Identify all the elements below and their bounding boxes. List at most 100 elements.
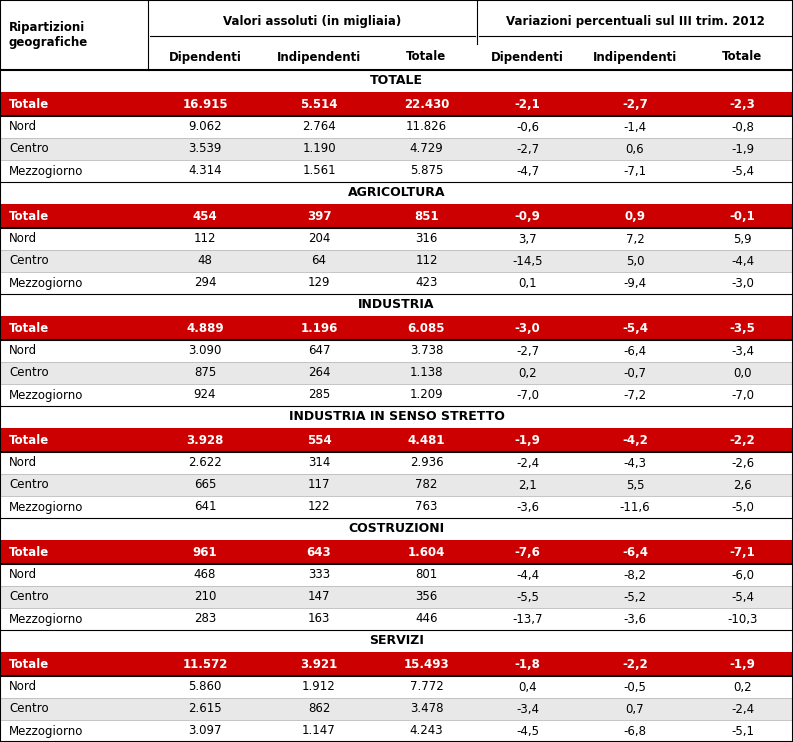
Bar	[0, 720, 793, 742]
Text: Variazioni percentuali sul III trim. 2012: Variazioni percentuali sul III trim. 201…	[506, 16, 764, 28]
Text: Totale: Totale	[9, 321, 49, 335]
Text: -0,7: -0,7	[623, 367, 646, 379]
Text: -2,6: -2,6	[731, 456, 754, 470]
Text: -0,1: -0,1	[730, 209, 756, 223]
Text: 875: 875	[193, 367, 216, 379]
Text: 862: 862	[308, 703, 330, 715]
Text: -3,4: -3,4	[516, 703, 539, 715]
Text: 554: 554	[307, 433, 331, 447]
Text: -2,1: -2,1	[515, 97, 540, 111]
Text: 117: 117	[308, 479, 330, 491]
Text: 283: 283	[193, 612, 216, 626]
Text: 7.772: 7.772	[410, 680, 443, 694]
Text: 0,4: 0,4	[518, 680, 537, 694]
Text: -5,4: -5,4	[622, 321, 648, 335]
Text: Totale: Totale	[722, 50, 763, 64]
Text: 924: 924	[193, 389, 216, 401]
Text: 210: 210	[193, 591, 216, 603]
Text: -6,4: -6,4	[622, 545, 648, 559]
Text: -1,4: -1,4	[623, 120, 646, 134]
Text: -9,4: -9,4	[623, 277, 646, 289]
Text: -1,9: -1,9	[515, 433, 541, 447]
Bar	[0, 384, 793, 406]
Bar	[0, 586, 793, 608]
Text: -4,7: -4,7	[516, 165, 539, 177]
Bar	[0, 70, 793, 92]
Text: 5.875: 5.875	[410, 165, 443, 177]
Text: -2,4: -2,4	[731, 703, 754, 715]
Text: Nord: Nord	[9, 568, 37, 582]
Text: 641: 641	[193, 501, 216, 513]
Text: 4.243: 4.243	[410, 724, 443, 738]
Text: Valori assoluti (in migliaia): Valori assoluti (in migliaia)	[224, 16, 401, 28]
Bar	[0, 362, 793, 384]
Bar	[0, 182, 793, 204]
Bar	[0, 474, 793, 496]
Text: -1,9: -1,9	[731, 142, 754, 156]
Text: 11.572: 11.572	[182, 657, 228, 671]
Text: 0,9: 0,9	[625, 209, 646, 223]
Text: -0,9: -0,9	[515, 209, 541, 223]
Text: Mezzogiorno: Mezzogiorno	[9, 277, 83, 289]
Text: -7,1: -7,1	[623, 165, 646, 177]
Bar	[0, 316, 793, 340]
Text: Totale: Totale	[9, 545, 49, 559]
Text: 9.062: 9.062	[188, 120, 222, 134]
Text: 4.481: 4.481	[408, 433, 445, 447]
Text: -11,6: -11,6	[619, 501, 650, 513]
Text: 423: 423	[416, 277, 438, 289]
Bar	[0, 44, 793, 70]
Text: 643: 643	[307, 545, 331, 559]
Bar	[0, 452, 793, 474]
Bar	[0, 0, 793, 44]
Text: 1.912: 1.912	[302, 680, 336, 694]
Text: -5,0: -5,0	[731, 501, 754, 513]
Text: -13,7: -13,7	[512, 612, 542, 626]
Text: 3.090: 3.090	[188, 344, 222, 358]
Text: -2,3: -2,3	[730, 97, 756, 111]
Text: 2.936: 2.936	[410, 456, 443, 470]
Text: -7,6: -7,6	[515, 545, 541, 559]
Text: 333: 333	[308, 568, 330, 582]
Text: Totale: Totale	[9, 657, 49, 671]
Text: -6,0: -6,0	[731, 568, 754, 582]
Text: 3.738: 3.738	[410, 344, 443, 358]
Text: Ripartizioni
geografiche: Ripartizioni geografiche	[9, 21, 88, 49]
Text: 1.604: 1.604	[408, 545, 445, 559]
Text: Totale: Totale	[406, 50, 446, 64]
Text: Nord: Nord	[9, 232, 37, 246]
Text: Centro: Centro	[9, 255, 48, 268]
Bar	[0, 228, 793, 250]
Text: -0,5: -0,5	[623, 680, 646, 694]
Bar	[0, 160, 793, 182]
Text: 11.826: 11.826	[406, 120, 447, 134]
Text: 0,0: 0,0	[734, 367, 752, 379]
Text: -7,1: -7,1	[730, 545, 756, 559]
Text: Nord: Nord	[9, 120, 37, 134]
Text: 1.209: 1.209	[410, 389, 443, 401]
Text: Mezzogiorno: Mezzogiorno	[9, 165, 83, 177]
Text: Totale: Totale	[9, 97, 49, 111]
Text: COSTRUZIONI: COSTRUZIONI	[348, 522, 445, 536]
Text: -4,5: -4,5	[516, 724, 539, 738]
Bar	[0, 676, 793, 698]
Text: 0,2: 0,2	[734, 680, 752, 694]
Text: Mezzogiorno: Mezzogiorno	[9, 724, 83, 738]
Text: -3,5: -3,5	[730, 321, 756, 335]
Text: -3,6: -3,6	[623, 612, 646, 626]
Text: Dipendenti: Dipendenti	[169, 50, 241, 64]
Text: 4.314: 4.314	[188, 165, 222, 177]
Bar	[0, 496, 793, 518]
Bar	[0, 652, 793, 676]
Text: 22.430: 22.430	[404, 97, 449, 111]
Text: Totale: Totale	[9, 433, 49, 447]
Text: 6.085: 6.085	[408, 321, 445, 335]
Bar	[0, 564, 793, 586]
Text: -5,4: -5,4	[731, 591, 754, 603]
Text: 122: 122	[308, 501, 330, 513]
Text: Dipendenti: Dipendenti	[491, 50, 564, 64]
Text: -14,5: -14,5	[512, 255, 542, 268]
Bar	[0, 630, 793, 652]
Text: -4,4: -4,4	[516, 568, 539, 582]
Bar	[0, 428, 793, 452]
